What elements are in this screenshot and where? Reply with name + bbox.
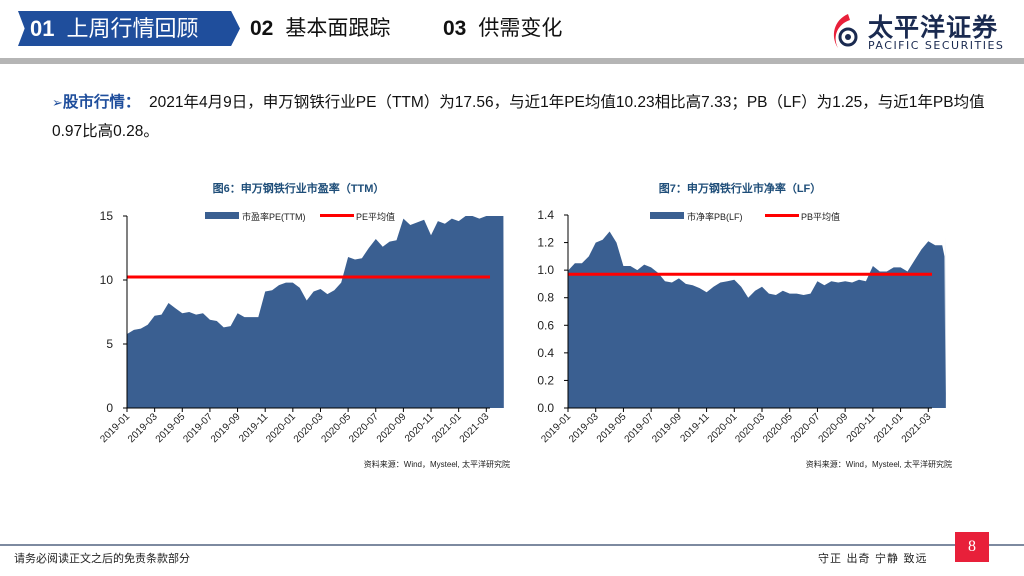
nav-tab-03[interactable]: 03 供需变化	[443, 11, 562, 46]
x-tick-label: 2021-03	[900, 411, 934, 445]
x-tick-label: 2019-03	[567, 411, 601, 445]
nav-tab-02[interactable]: 02 基本面跟踪	[250, 11, 390, 46]
pe-chart: 图6：申万钢铁行业市盈率（TTM）0510152019-012019-03201…	[98, 181, 510, 469]
motto: 守正 出奇 宁静 致远	[818, 552, 928, 565]
x-tick-label: 2020-03	[733, 411, 767, 445]
summary-text: ➢股市行情： 2021年4月9日，申万钢铁行业PE（TTM）为17.56，与近1…	[52, 88, 992, 146]
chart-title: 图6：申万钢铁行业市盈率（TTM）	[213, 181, 385, 195]
logo-cn: 太平洋证券	[868, 13, 999, 42]
page-number: 8	[955, 532, 989, 562]
chart-source: 资料来源：Wind，Mysteel, 太平洋研究院	[806, 459, 952, 469]
x-tick-label: 2019-05	[595, 411, 629, 445]
nav-label: 基本面跟踪	[285, 16, 391, 40]
y-tick-label: 15	[100, 209, 114, 223]
summary-body: 2021年4月9日，申万钢铁行业PE（TTM）为17.56，与近1年PE均值10…	[52, 94, 985, 140]
y-tick-label: 0.0	[537, 401, 554, 415]
area-series	[127, 216, 504, 408]
legend-swatch-area	[205, 212, 239, 219]
x-tick-label: 2020-09	[817, 411, 851, 445]
x-tick-label: 2020-01	[706, 411, 740, 445]
x-tick-label: 2021-01	[872, 411, 906, 445]
y-tick-label: 0.2	[537, 373, 554, 387]
logo: 太平洋证券 PACIFIC SECURITIES	[828, 8, 1018, 53]
y-tick-label: 10	[100, 273, 114, 287]
legend-label: 市净率PB(LF)	[687, 211, 743, 222]
pb-chart: 图7：申万钢铁行业市净率（LF） 0.0 0.2 0.4 0.6 0.8 1.0 1.2 1.4…	[537, 181, 952, 469]
y-tick-label: 1.0	[537, 263, 554, 277]
area-series	[568, 231, 946, 408]
y-tick-label: 1.2	[537, 236, 554, 250]
legend-swatch-mean	[320, 214, 354, 217]
chart-source: 资料来源：Wind，Mysteel, 太平洋研究院	[364, 459, 510, 469]
x-tick-label: 2020-07	[789, 411, 823, 445]
x-tick-label: 2021-03	[458, 411, 492, 445]
chart-title: 图7：申万钢铁行业市净率（LF）	[659, 181, 822, 195]
y-tick-label: 1.4	[537, 208, 554, 222]
legend-label: PB平均值	[801, 211, 840, 222]
legend-swatch-mean	[765, 214, 799, 217]
nav-num: 02	[250, 17, 274, 40]
nav-label: 上周行情回顾	[66, 17, 199, 42]
legend-swatch-area	[650, 212, 684, 219]
y-tick-label: 0.4	[537, 346, 554, 360]
y-tick-label: 0.8	[537, 291, 554, 305]
x-tick-label: 2019-01	[539, 411, 573, 445]
y-tick-label: 0.6	[537, 318, 554, 332]
logo-mark-icon	[833, 14, 858, 48]
nav-label: 供需变化	[478, 16, 563, 40]
nav-num: 01	[30, 16, 55, 41]
legend-label: PE平均值	[356, 211, 395, 222]
footer-divider	[0, 544, 1024, 546]
disclaimer: 请务必阅读正文之后的免责条款部分	[14, 552, 190, 565]
x-tick-label: 2020-09	[375, 411, 409, 445]
legend-label: 市盈率PE(TTM)	[242, 211, 306, 222]
x-tick-label: 2019-09	[209, 411, 243, 445]
logo-en: PACIFIC SECURITIES	[868, 39, 1005, 52]
nav-tab-01[interactable]: 01 上周行情回顾	[18, 11, 240, 46]
y-tick-label: 0	[106, 401, 113, 415]
x-tick-label: 2020-05	[761, 411, 795, 445]
arrow-icon: ➢	[52, 95, 63, 110]
summary-heading: 股市行情：	[62, 94, 141, 111]
y-tick-label: 5	[106, 337, 113, 351]
x-tick-label: 2019-09	[650, 411, 684, 445]
x-tick-label: 2019-07	[623, 411, 657, 445]
header-divider	[0, 58, 1024, 64]
nav-num: 03	[443, 17, 467, 40]
